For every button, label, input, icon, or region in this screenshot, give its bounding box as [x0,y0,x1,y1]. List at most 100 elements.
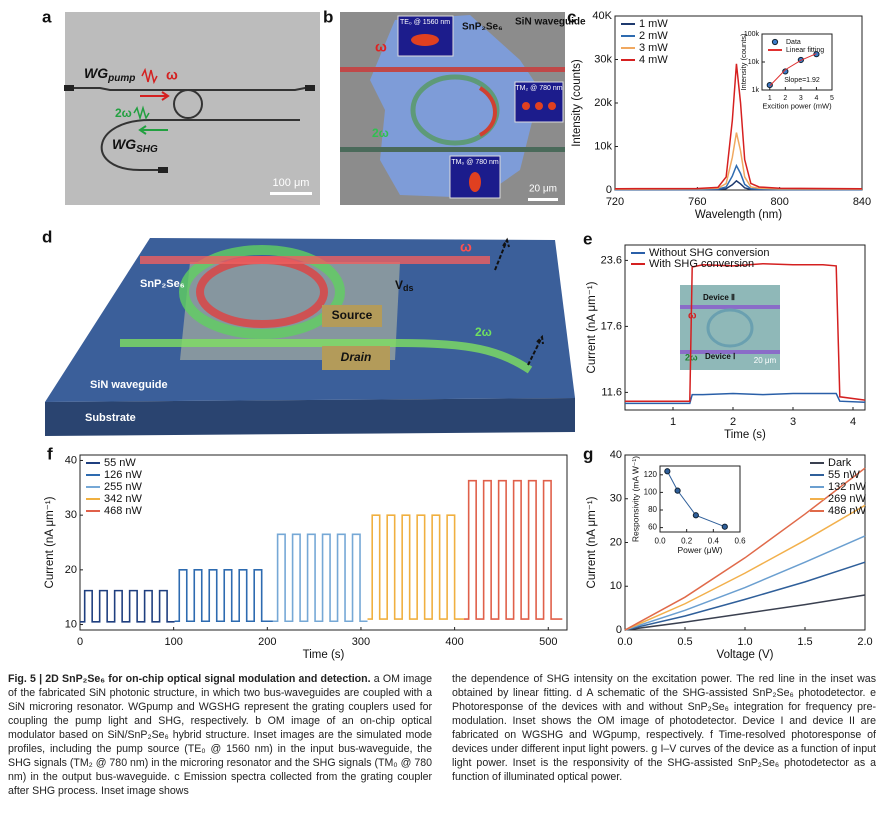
y-axis-label: Current (nA μm⁻¹) [44,496,56,588]
legend-label: Linear fitting [786,47,824,54]
scale-label: 20 μm [529,184,557,195]
scale-bar [270,192,312,195]
legend-label: 255 nW [104,481,143,493]
mode-label: TM₀ @ 780 nm [451,159,499,166]
y-tick-label: 10k [748,59,760,66]
legend-label: 4 mW [639,54,668,66]
y-axis-label: Current (nA μm⁻¹) [586,281,598,373]
y-tick-label: 0 [616,624,622,636]
electrode [322,346,390,370]
y-axis-label: Intensity (counts) [571,59,583,147]
x-tick-label: 2.0 [857,636,872,648]
panel-label: b [323,7,333,26]
y-tick-label: 40 [610,449,622,461]
y-axis-label: Intensity (counts) [739,33,748,91]
scale-label: 20 μm [754,356,777,365]
label-sub: pump [107,73,135,84]
scale-bar [528,198,558,201]
label: 2ω [685,352,698,362]
panel-d: Source Drain Vds ω 2ω SnP₂Se₆ SiN wavegu… [42,227,575,436]
y-tick-label: 10 [610,580,622,592]
coupler [158,167,168,173]
caption-text: a OM image of the fabricated SiN photoni… [8,673,432,797]
x-tick-label: 2 [783,95,787,102]
data-point [674,487,681,494]
y-tick-label: 60 [648,523,657,532]
y-axis-label: Current (nA μm⁻¹) [586,496,598,588]
scale-label: 100 μm [273,177,310,189]
x-tick-label: 5 [830,95,834,102]
legend-label: With SHG conversion [649,258,754,270]
ring [410,74,500,146]
waveguide [680,350,780,354]
label: WGSHG [112,136,158,155]
legend-label: Dark [828,457,852,469]
arrow [140,91,170,101]
label: Source [332,308,373,322]
panel-a: WGpump ω 2ω WGSHG 100 μm a [42,7,320,205]
label: Drain [341,350,372,364]
ring [173,89,203,119]
e-inset: Device Ⅱ ω 2ω Device Ⅰ 20 μm [680,285,780,370]
label: ω [166,67,178,83]
mode-label: TE₀ @ 1560 nm [400,19,450,26]
label: 2ω [372,126,389,140]
data-point [664,468,671,475]
substrate-side [45,398,575,436]
y-tick-label: 30 [610,493,622,505]
series-line [666,471,725,528]
panel-b: TE₀ @ 1560 nm TM₂ @ 780 nm TM₀ @ 780 nm … [323,7,586,205]
y-tick-label: 100k [744,31,760,38]
x-tick-label: 0.0 [654,536,666,545]
label: WGpump [84,65,135,84]
panel-label: d [42,227,52,246]
x-axis-label: Excition power (mW) [762,102,832,111]
panel-label: a [42,7,52,26]
legend-label: 486 nW [828,505,867,517]
label: ω [688,311,697,322]
figure: WGpump ω 2ω WGSHG 100 μm a TE₀ @ 1560 nm… [42,7,873,661]
om-image [680,285,780,370]
y-tick-label: 17.6 [601,320,622,332]
y-tick-label: 40 [65,454,77,466]
y-tick-label: 11.6 [601,386,622,398]
legend-label: 468 nW [104,505,143,517]
series-line [367,514,464,620]
x-axis-label: Voltage (V) [717,649,774,661]
label: Vds [395,278,414,293]
y-tick-label: 120 [644,470,658,479]
series-line [614,63,863,190]
series-line [463,479,563,620]
legend-label: 342 nW [104,493,143,505]
series-line [174,569,273,623]
label: Device Ⅱ [703,293,735,302]
plot-frame [79,454,568,631]
y-tick-label: 40K [592,10,612,22]
y-tick-label: 30 [65,509,77,521]
label: ω [460,239,472,255]
arrow [527,334,544,366]
series-line [625,392,866,405]
label: SiN waveguide [90,379,168,391]
series-line [614,132,863,190]
y-tick-label: 20 [610,536,622,548]
coupler [305,85,315,91]
x-tick-label: 1 [768,95,772,102]
wave [133,105,150,121]
wave [141,67,158,85]
electrode [322,305,382,327]
x-tick-label: 1 [670,416,676,428]
waveguide [340,147,565,152]
plot-frame [624,244,866,411]
waveguide [120,339,533,374]
y-tick-label: 0 [606,184,612,196]
x-tick-label: 500 [539,636,557,648]
x-axis-label: Time (s) [303,649,345,661]
series-line [769,53,817,87]
label: Substrate [85,412,136,424]
y-tick-label: 80 [648,505,657,514]
x-tick-label: 4 [814,95,818,102]
y-tick-label: 23.6 [601,254,622,266]
label-main: WG [112,136,136,152]
plot-frame [659,465,741,533]
